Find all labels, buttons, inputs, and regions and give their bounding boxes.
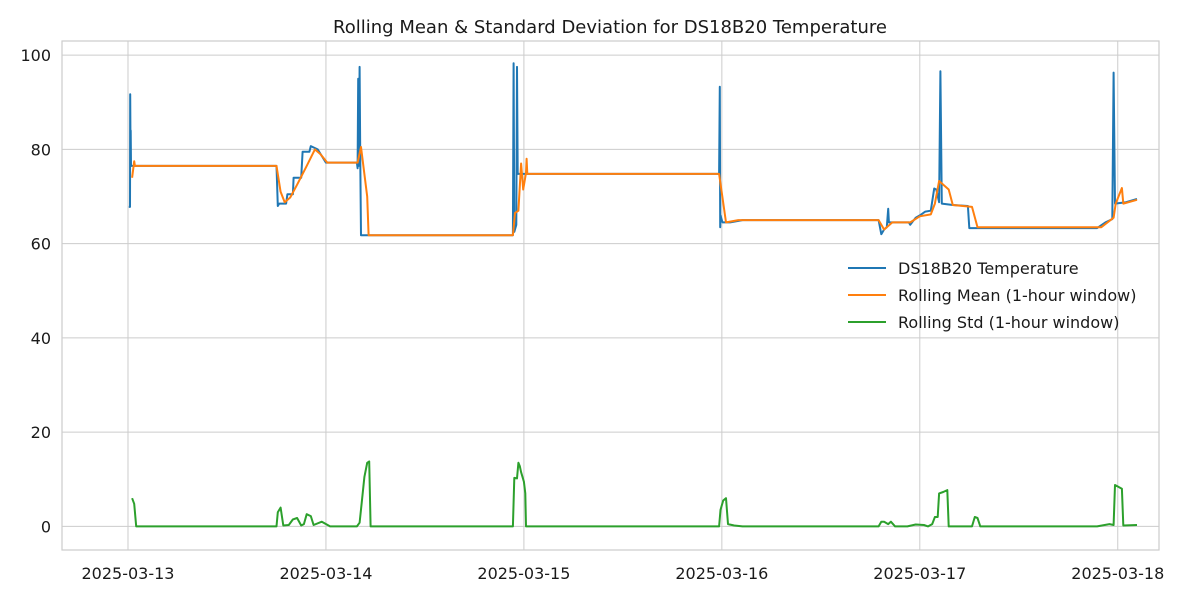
rolling-std-line [131,460,1138,528]
legend-label: Rolling Mean (1-hour window) [898,286,1136,305]
rolling-mean-line [131,146,1138,237]
legend-label: Rolling Std (1-hour window) [898,313,1119,332]
x-tick-label: 2025-03-18 [1071,564,1164,583]
legend-item-rolling-mean: Rolling Mean (1-hour window) [848,286,1136,305]
x-tick-label: 2025-03-14 [279,564,372,583]
x-tick-label: 2025-03-16 [675,564,768,583]
plot-area-frame [61,40,1160,551]
x-tick-label: 2025-03-15 [477,564,570,583]
legend-item-temperature: DS18B20 Temperature [848,259,1079,278]
x-tick-label: 2025-03-17 [873,564,966,583]
y-tick-label: 20 [31,423,51,442]
y-tick-label: 0 [41,517,51,536]
legend-item-rolling-std: Rolling Std (1-hour window) [848,313,1119,332]
grid [62,41,1159,550]
y-tick-label: 100 [20,46,51,65]
x-tick-label: 2025-03-13 [81,564,174,583]
axis-ticks: 2025-03-13 2025-03-14 2025-03-15 2025-03-16… [20,46,1164,583]
legend-label: DS18B20 Temperature [898,259,1079,278]
chart-title: Rolling Mean & Standard Deviation for DS… [333,17,887,38]
series-lines [128,62,1138,528]
y-tick-label: 40 [31,329,51,348]
y-tick-label: 60 [31,235,51,254]
legend: DS18B20 Temperature Rolling Mean (1-hour … [848,259,1136,332]
y-tick-label: 80 [31,140,51,159]
